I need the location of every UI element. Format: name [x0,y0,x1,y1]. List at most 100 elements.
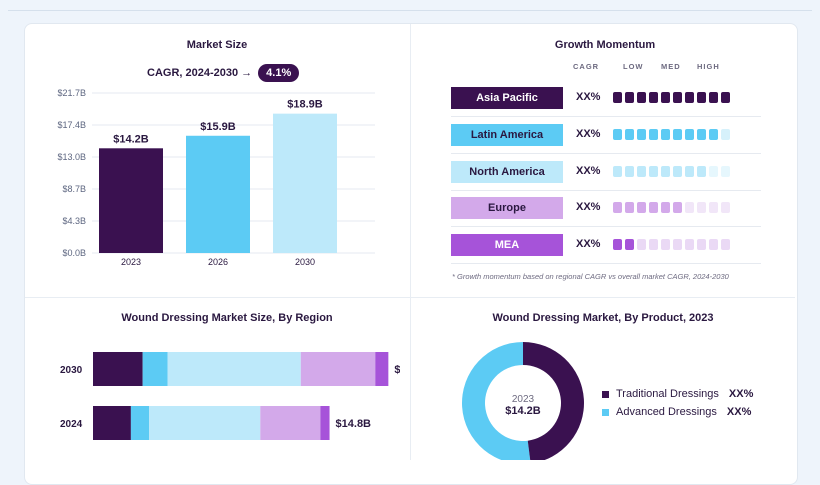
donut-center-year: 2023 [512,394,535,405]
momentum-dot [709,166,718,177]
header-med: MED [661,62,681,71]
legend-label: Advanced Dressings [616,406,717,418]
y-tick-label: $0.0B [62,248,86,258]
category-label: 2024 [60,419,83,430]
bar-segment [142,352,168,386]
legend-value: XX% [728,388,754,400]
momentum-dot [673,166,682,177]
growth-row: Latin America XX% [451,124,761,161]
bar-segment [149,406,261,440]
momentum-dot [673,239,682,250]
momentum-dot [613,129,622,140]
bar-segment [93,406,131,440]
row-separator [451,190,761,191]
region-label: North America [451,161,563,183]
momentum-dot [661,239,670,250]
bar-segment [93,352,143,386]
momentum-dot [637,166,646,177]
donut-center-value: $14.2B [505,405,541,417]
horizontal-divider [25,297,795,298]
region-label: Latin America [451,124,563,146]
row-separator [451,116,761,117]
momentum-dot [709,239,718,250]
cagr-badge: 4.1% [258,64,300,82]
momentum-dot [649,202,658,213]
momentum-dot [673,129,682,140]
momentum-dot [709,129,718,140]
bar-value-label: $18.9B [287,99,323,111]
momentum-dot [685,166,694,177]
momentum-dot [697,239,706,250]
legend-item: Traditional Dressings XX% [602,388,753,400]
region-label: Asia Pacific [451,87,563,109]
total-label: $18.9B [394,364,400,376]
momentum-dot [625,129,634,140]
y-tick-label: $21.7B [57,88,86,98]
growth-momentum-title: Growth Momentum [554,39,656,51]
momentum-dot [721,129,730,140]
region-cagr: XX% [576,201,601,213]
momentum-dot [613,239,622,250]
growth-row: Asia Pacific XX% [451,87,761,124]
momentum-dot [625,202,634,213]
legend-label: Traditional Dressings [616,388,719,400]
momentum-dot [721,166,730,177]
region-cagr: XX% [576,91,601,103]
header-cagr: CAGR [573,62,600,71]
momentum-dot [637,129,646,140]
bar-segment [320,406,330,440]
product-chart-title: Wound Dressing Market, By Product, 2023 [492,312,714,324]
momentum-dot [649,92,658,103]
momentum-dot [697,92,706,103]
bar-2030 [273,113,337,253]
momentum-dot [697,129,706,140]
momentum-dot [661,92,670,103]
bar-segment [167,352,301,386]
region-cagr: XX% [576,128,601,140]
momentum-dot [709,92,718,103]
momentum-dot [625,166,634,177]
donut-slice [523,342,584,460]
vertical-divider [410,24,411,460]
x-tick-label: 2023 [121,257,141,267]
momentum-dot [613,92,622,103]
momentum-dot [637,92,646,103]
region-chart-title: Wound Dressing Market Size, By Region [121,312,333,324]
header-low: LOW [623,62,644,71]
header-high: HIGH [697,62,720,71]
momentum-dot [697,166,706,177]
momentum-dots [613,129,730,140]
growth-row: North America XX% [451,161,761,198]
region-stacked-chart: 2030 $18.9B 2024 $14.8B [60,352,400,440]
momentum-dots [613,202,730,213]
momentum-dot [613,202,622,213]
growth-footnote: * Growth momentum based on regional CAGR… [452,272,729,281]
bar-segment [375,352,389,386]
momentum-dot [721,92,730,103]
momentum-dot [649,239,658,250]
market-size-title: Market Size [186,39,248,51]
momentum-dots [613,239,730,250]
bar-2026 [186,135,250,253]
momentum-dots [613,92,730,103]
momentum-dot [625,239,634,250]
bar-segment [130,406,150,440]
momentum-dot [685,129,694,140]
donut-slice [462,342,531,460]
momentum-dot [685,92,694,103]
product-donut-chart: 2023 $14.2B [462,342,584,460]
momentum-dot [649,166,658,177]
y-tick-label: $8.7B [62,184,86,194]
legend-value: XX% [726,406,752,418]
cagr-row: CAGR, 2024-2030 → 4.1% [147,64,300,82]
momentum-dot [685,239,694,250]
x-tick-label: 2030 [295,257,315,267]
category-label: 2030 [60,365,83,376]
momentum-dots [613,166,730,177]
momentum-dot [661,129,670,140]
momentum-dot [697,202,706,213]
y-tick-label: $4.3B [62,216,86,226]
bar-2023 [99,148,163,253]
momentum-dot [625,92,634,103]
legend-swatch [602,390,609,398]
